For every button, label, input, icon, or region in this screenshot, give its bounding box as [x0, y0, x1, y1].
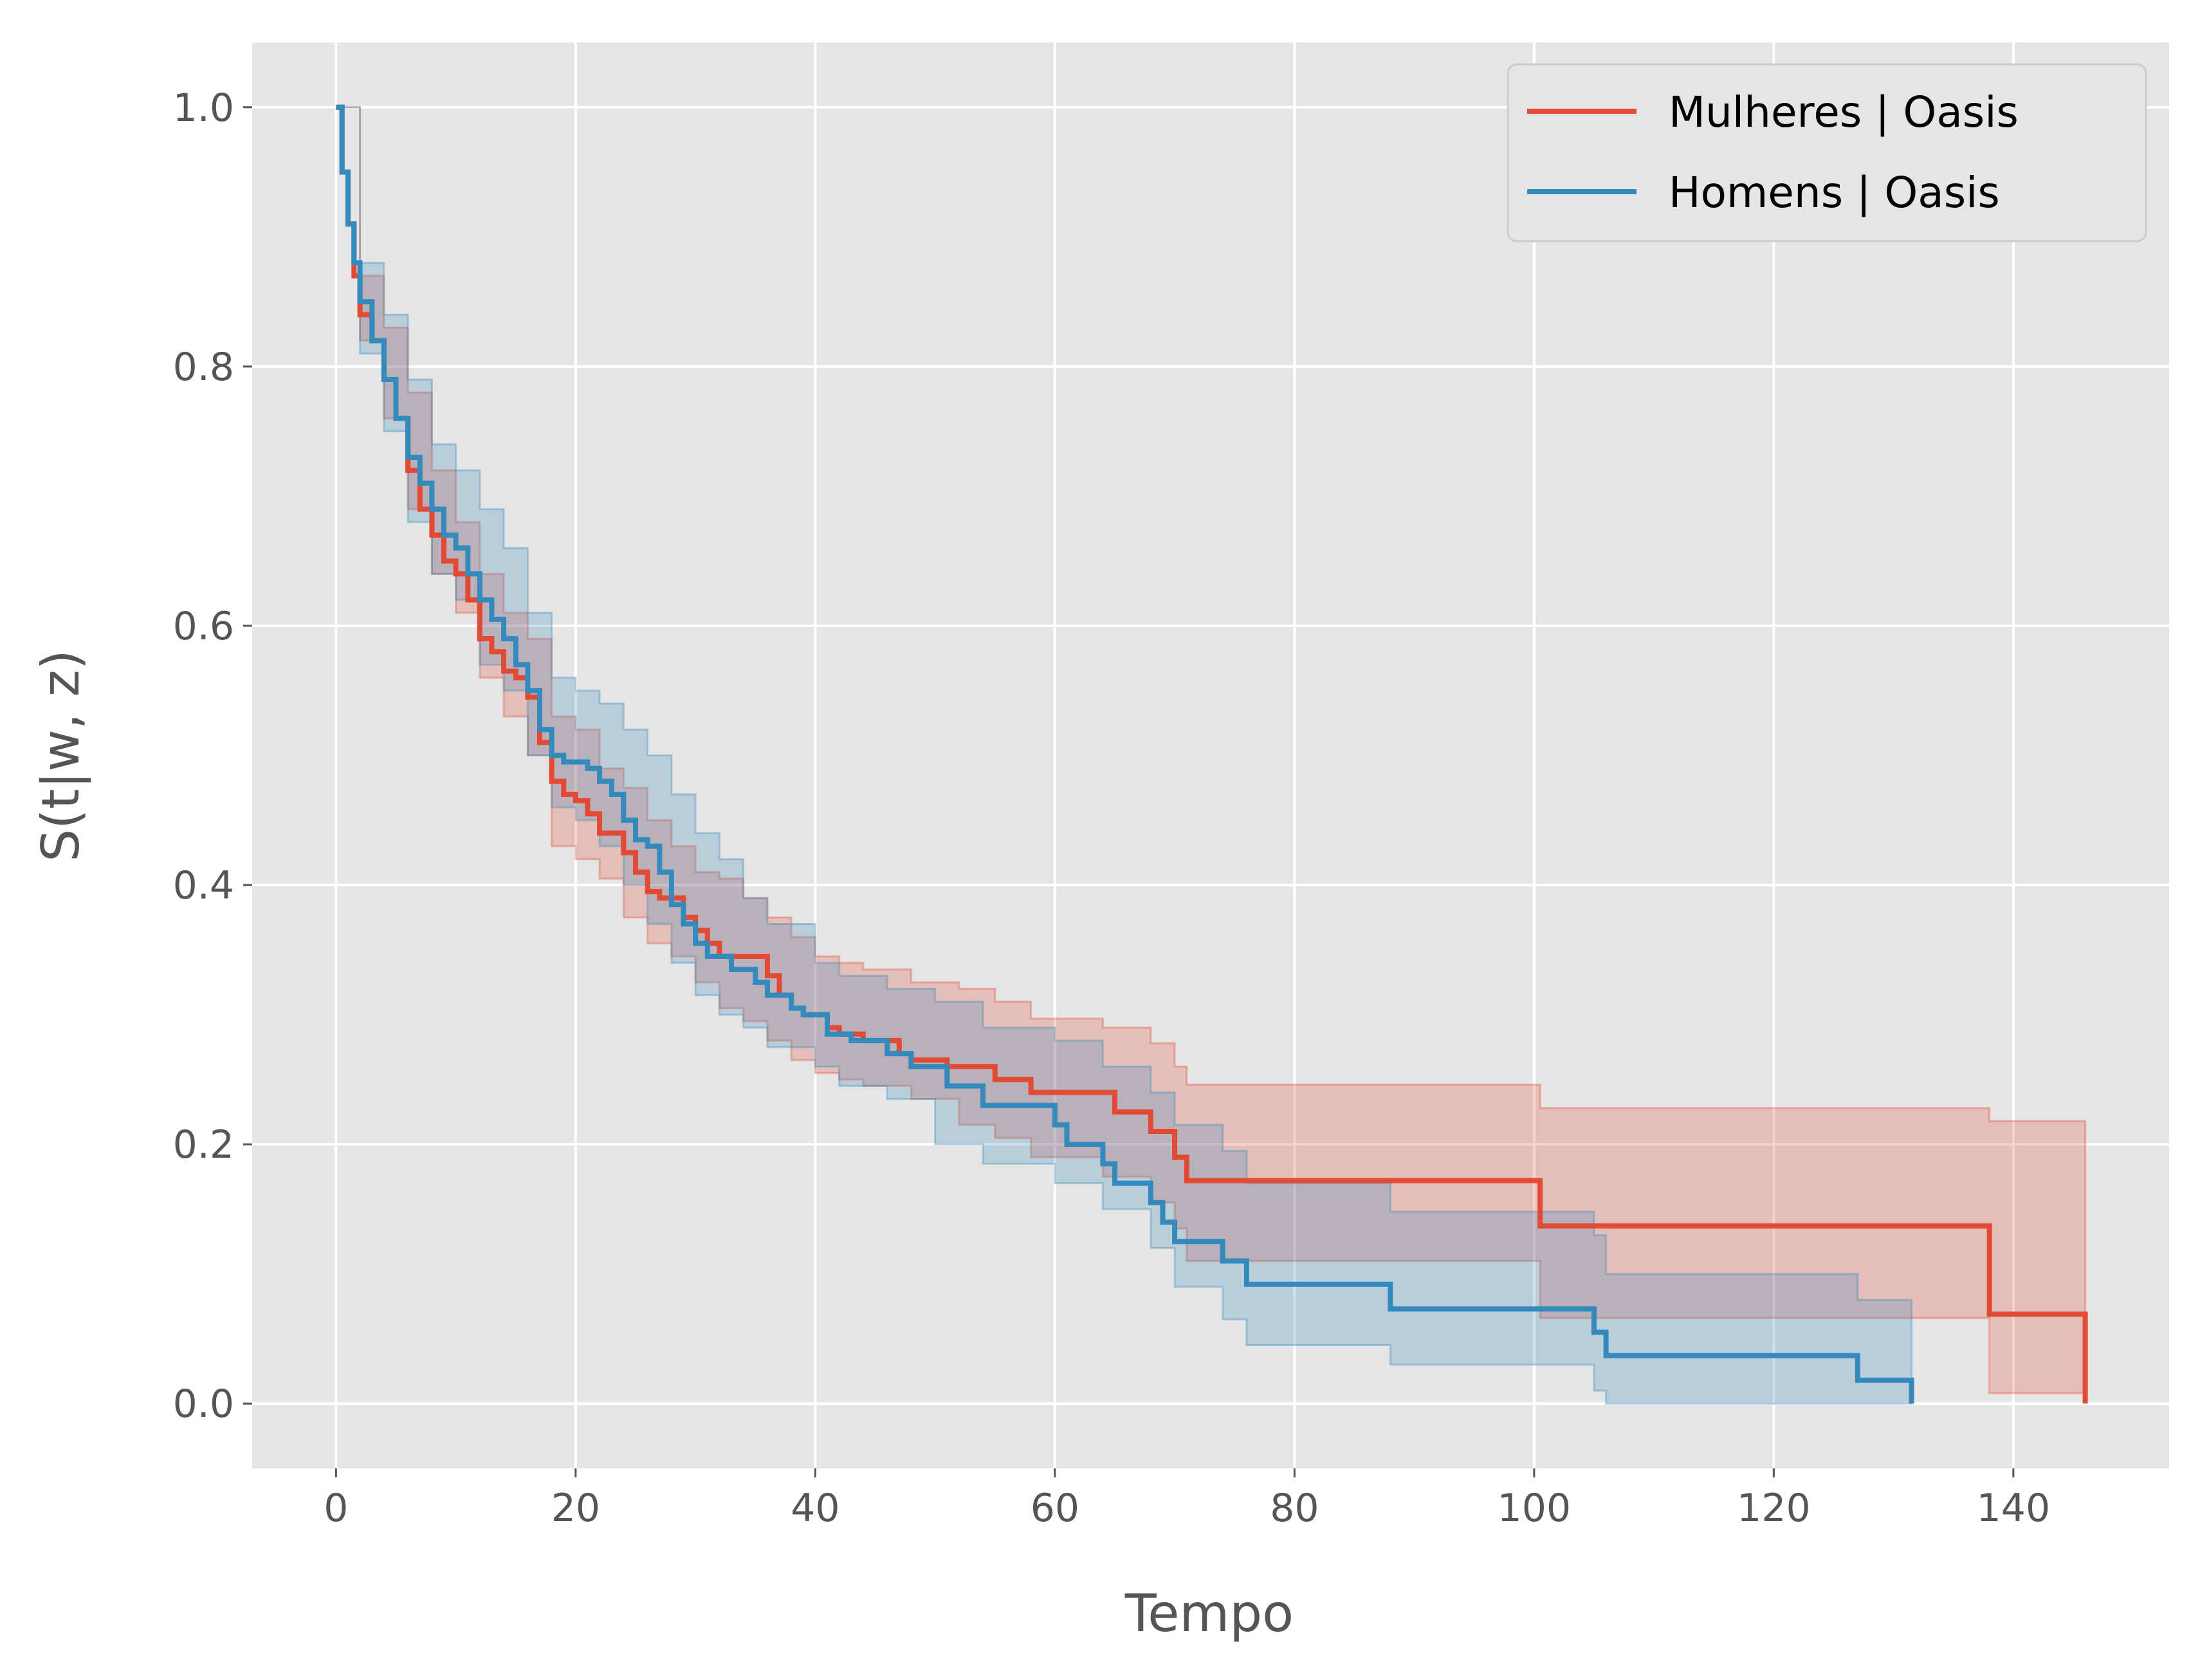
confidence-band-2 — [336, 106, 1913, 1405]
legend: Mulheres | Oasis Homens | Oasis — [1507, 63, 2147, 242]
y-tick-label: 0.8 — [173, 345, 234, 390]
y-axis-title: S(t|w, z) — [31, 650, 91, 862]
axis-ticks: 0 20 40 60 80 100 120 140 0.0 0.2 0.4 0.6 0.8 1.0 — [173, 86, 2051, 1531]
confidence-band-1 — [336, 106, 2087, 1394]
legend-label-1: Mulheres | Oasis — [1669, 87, 2019, 137]
y-tick-label: 1.0 — [173, 86, 234, 131]
x-tick-label: 40 — [791, 1486, 839, 1531]
y-tick-label: 0.6 — [173, 604, 234, 649]
x-tick-label: 60 — [1031, 1486, 1079, 1531]
y-tick-label: 0.2 — [173, 1122, 234, 1167]
legend-label-2: Homens | Oasis — [1669, 168, 2000, 217]
x-axis-title: Tempo — [1124, 1584, 1294, 1643]
plot-background — [252, 42, 2169, 1468]
x-tick-label: 0 — [324, 1486, 348, 1531]
confidence-bands — [336, 106, 2087, 1405]
x-tick-label: 120 — [1737, 1486, 1811, 1531]
y-tick-label: 0.4 — [173, 863, 234, 908]
x-tick-label: 140 — [1977, 1486, 2051, 1531]
y-tick-label: 0.0 — [173, 1382, 234, 1427]
x-tick-label: 20 — [551, 1486, 600, 1531]
x-tick-label: 100 — [1498, 1486, 1572, 1531]
survival-lines — [336, 104, 2088, 1404]
survival-line-2 — [336, 104, 1914, 1404]
x-tick-label: 80 — [1270, 1486, 1319, 1531]
legend-box — [1507, 63, 2147, 242]
grid-lines — [252, 42, 2169, 1468]
